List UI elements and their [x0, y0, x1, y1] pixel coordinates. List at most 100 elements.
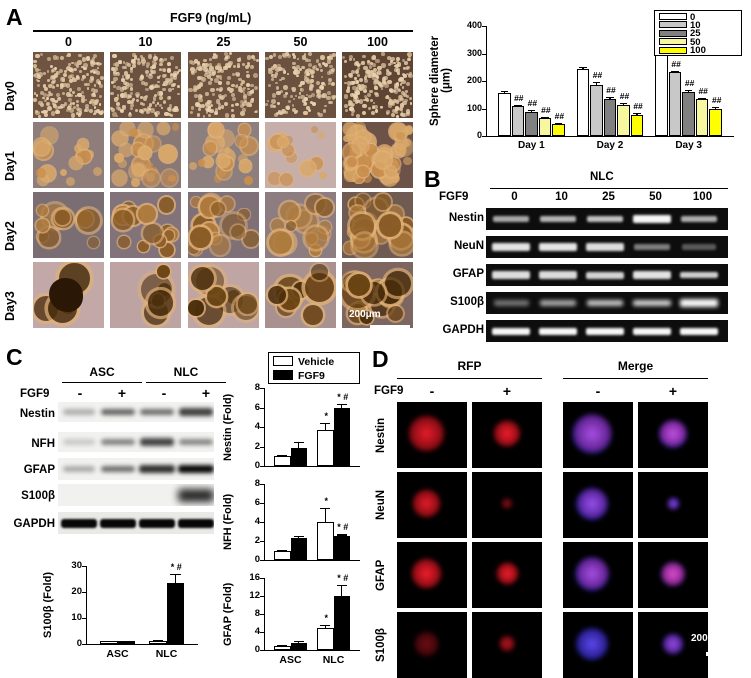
gfap-fold-category-ASC: ASC [268, 655, 313, 666]
panelD-scale-label: 200μm [691, 634, 723, 644]
panelC-band [61, 519, 97, 528]
panelD-column-rule [397, 378, 542, 379]
panelA-micrograph-day3-dose50 [265, 262, 336, 328]
nfh-fold-y-axis-label: NFH (Fold) [223, 484, 234, 560]
legend-label-Vehicle: Vehicle [298, 357, 334, 368]
panelB-band [587, 216, 624, 223]
gfap-fold-errorcap [320, 625, 330, 626]
panelC-band [101, 409, 135, 416]
panelC-condition-1: + [102, 386, 142, 400]
sphere-diameter-category-Day3: Day 3 [649, 141, 728, 151]
nfh-fold-tick-label-4: 4 [230, 517, 260, 527]
legend-swatch-10 [659, 21, 687, 28]
sphere-diameter-category-Day1: Day 1 [492, 141, 571, 151]
sphere-diameter-errorcap [541, 117, 549, 118]
panelD-image-GFAP-Merge-+ [638, 542, 708, 608]
panelD-rfp-signal [493, 420, 521, 448]
panelA-header-title: FGF9 (ng/mL) [170, 12, 251, 25]
panelB-band [682, 244, 716, 249]
panelC-band [178, 465, 214, 473]
panelD-image-Nestin-RFP-+ [472, 402, 542, 468]
nfh-fold-y-axis [264, 484, 265, 560]
panelD-row-GFAP: GFAP [376, 546, 388, 604]
panelC-band [179, 439, 213, 445]
panelA-micrograph-day1-dose50 [265, 122, 336, 188]
panelB-band [633, 300, 670, 307]
panelD-image-GFAP-Merge-- [563, 542, 633, 608]
gfap-fold-tick-label-4: 4 [230, 627, 260, 637]
panelD-rfp-signal [659, 420, 687, 448]
nestin-fold-tick [260, 408, 264, 409]
gfap-fold-y-axis [264, 578, 265, 650]
panelC-condition-3: + [186, 386, 226, 400]
gfap-fold-tick-label-12: 12 [230, 591, 260, 601]
nestin-fold-tick [260, 427, 264, 428]
nfh-fold-bar-NLC-Vehicle [317, 522, 334, 560]
panelD-image-NeuN-Merge-- [563, 472, 633, 538]
sphere-diameter-errorcap [633, 113, 641, 114]
panelA-micrograph-day1-dose100 [342, 122, 413, 188]
sphere-diameter-errorcap [698, 98, 706, 99]
panelB-band [634, 244, 669, 250]
nestin-fold-errorcap [337, 404, 347, 405]
panelA-micrograph-day2-dose10 [110, 192, 181, 258]
sphere-diameter-tick [482, 26, 486, 27]
panelB-gene-NeuN: NeuN [420, 241, 484, 253]
s100b-fold-y-axis-label: S100β (Fold) [43, 566, 54, 644]
panelA-micrograph-day1-dose10 [110, 122, 181, 188]
panelC-condition-0: - [60, 386, 100, 400]
panelD-image-Nestin-RFP-- [397, 402, 467, 468]
panelC-band [140, 438, 175, 445]
gfap-fold-errorbar [341, 585, 342, 596]
sphere-diameter-bar-Day3-50 [696, 99, 709, 136]
nestin-fold-errorcap [320, 423, 330, 424]
panelD-column-Merge: Merge [563, 360, 708, 372]
panelB-band [492, 328, 530, 335]
panelA-row-Day3: Day3 [4, 265, 17, 321]
nfh-fold-errorcap [294, 536, 304, 537]
s100b-fold-tick-label-10: 10 [52, 613, 82, 623]
panelC-band [179, 408, 214, 415]
panelA-micrograph-day3-dose0 [33, 262, 104, 328]
panelC-protein-GFAP: GFAP [0, 465, 55, 477]
panelB-band [680, 272, 717, 279]
s100b-fold-errorcap [104, 641, 115, 642]
gfap-fold-significance-marker: * # [333, 574, 353, 583]
nestin-fold-tick [260, 447, 264, 448]
panelB-gene-S100β: S100β [420, 297, 484, 309]
legend-swatch-FGF9 [273, 370, 293, 380]
nfh-fold-errorcap [277, 550, 287, 551]
panelD-image-GFAP-RFP-- [397, 542, 467, 608]
sphere-diameter-tick [482, 136, 486, 137]
panelB-band [586, 243, 623, 250]
sphere-diameter-significance-marker: ## [549, 112, 569, 121]
panelC-protein-Nestin: Nestin [0, 409, 55, 421]
panelD-condition-2: - [563, 384, 633, 398]
nfh-fold-x-axis [264, 560, 360, 561]
panelC-protein-S100β: S100β [0, 491, 55, 503]
panelA-micrograph-day0-dose25 [188, 52, 259, 118]
panelA-micrograph-day0-dose50 [265, 52, 336, 118]
panelC-fgf9-label: FGF9 [20, 389, 49, 401]
gfap-fold-x-axis [264, 650, 360, 651]
sphere-diameter-y-axis [486, 26, 487, 136]
sphere-diameter-bar-Day3-100 [709, 109, 722, 136]
nfh-fold-tick-label-0: 0 [230, 555, 260, 565]
panelD-rfp-signal [499, 635, 516, 652]
panelB-band [540, 216, 576, 223]
gfap-fold-bar-NLC-FGF9 [334, 596, 351, 650]
panelC-band [101, 439, 135, 445]
nfh-fold-bar-ASC-Vehicle [274, 551, 291, 561]
nfh-fold-tick [260, 484, 264, 485]
gfap-fold-tick-label-8: 8 [230, 609, 260, 619]
nestin-fold-errorcap [294, 442, 304, 443]
sphere-diameter-tick-label-300: 300 [452, 49, 482, 58]
panelC-band [100, 519, 136, 528]
panelB-band [540, 300, 576, 306]
panelB-band [539, 271, 576, 278]
gfap-fold-errorcap [337, 585, 347, 586]
panelC-band [178, 519, 214, 528]
